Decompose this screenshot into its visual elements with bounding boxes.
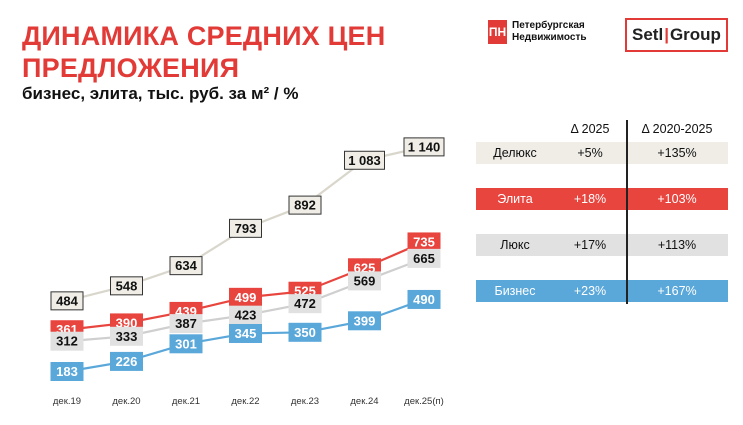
point-box-lux [110, 326, 143, 346]
point-box-deluxe [403, 137, 445, 157]
page-title: ДИНАМИКА СРЕДНИХ ЦЕН ПРЕДЛОЖЕНИЯ [22, 21, 386, 83]
table-cell-b: +113% [657, 238, 697, 252]
point-box-business [288, 322, 322, 342]
data-label-business: 350 [294, 325, 316, 340]
data-label-elite: 735 [413, 234, 435, 249]
table-cell-b: +103% [657, 192, 697, 206]
x-tick-label: дек.22 [231, 396, 259, 407]
pn-logo-line2: Недвижимость [512, 32, 587, 43]
data-label-lux: 472 [294, 296, 316, 311]
table-row-lux: Люкс +17% +113% [476, 234, 728, 256]
data-label-elite: 390 [116, 315, 138, 330]
setl-logo-left: Setl [632, 25, 664, 44]
data-label-deluxe: 892 [294, 198, 316, 213]
data-label-business: 183 [56, 364, 78, 379]
point-box-deluxe [169, 256, 203, 276]
point-box-lux [348, 271, 381, 291]
point-box-lux [407, 248, 441, 268]
data-label-lux: 387 [175, 316, 197, 331]
setl-group-logo: Setl | Group [625, 18, 728, 52]
x-tick-label: дек.23 [291, 396, 319, 407]
data-label-lux: 312 [56, 334, 78, 349]
point-box-deluxe [50, 291, 84, 311]
point-box-business [348, 311, 381, 331]
data-label-deluxe: 548 [116, 278, 138, 293]
setl-logo-separator: | [664, 25, 669, 44]
point-box-deluxe [229, 218, 262, 238]
data-label-deluxe: 793 [235, 221, 257, 236]
data-label-lux: 665 [413, 251, 435, 266]
point-box-business [169, 334, 203, 354]
pn-logo: ПН Петербургская Недвижимость [488, 20, 587, 44]
table-cell-a: +23% [573, 284, 607, 298]
table-cell-a: +17% [573, 238, 607, 252]
point-box-lux [288, 294, 322, 314]
data-label-business: 301 [175, 336, 197, 351]
point-box-business [407, 289, 441, 309]
data-label-elite: 499 [235, 290, 257, 305]
table-cell-a: +5% [577, 146, 603, 160]
x-tick-label: дек.19 [53, 396, 81, 407]
point-box-business [110, 351, 143, 371]
data-label-deluxe: 634 [175, 258, 197, 273]
table-row-elite: Элита +18% +103% [476, 188, 728, 210]
pn-logo-text: Петербургская Недвижимость [512, 20, 587, 44]
pn-logo-mark: ПН [488, 20, 507, 44]
point-box-business [229, 323, 262, 343]
data-label-lux: 423 [235, 308, 257, 323]
data-label-business: 345 [235, 326, 257, 341]
point-box-lux [169, 314, 203, 334]
table-header-delta-2020-2025: Δ 2020-2025 [641, 122, 713, 136]
data-label-lux: 333 [116, 329, 138, 344]
data-label-deluxe: 1 083 [348, 153, 381, 168]
setl-logo-right: Group [669, 25, 721, 44]
page-subtitle: бизнес, элита, тыс. руб. за м² / % [22, 84, 299, 103]
point-box-deluxe [110, 276, 143, 296]
table-cell-name: Делюкс [493, 146, 537, 160]
change-table: Δ 2025 Δ 2020-2025 Делюкс +5% +135% Элита +1… [476, 118, 728, 304]
table-cell-name: Бизнес [494, 284, 536, 298]
point-box-lux [50, 331, 84, 351]
table-cell-name: Элита [497, 192, 533, 206]
table-divider [626, 120, 628, 304]
table-cell-b: +167% [657, 284, 697, 298]
x-tick-label: дек.25(п) [404, 396, 444, 407]
data-label-deluxe: 1 140 [408, 139, 441, 154]
point-box-business [50, 362, 84, 381]
x-tick-label: дек.21 [172, 396, 200, 407]
data-label-business: 226 [116, 354, 138, 369]
data-label-business: 490 [413, 292, 435, 307]
table-cell-name: Люкс [500, 238, 530, 252]
table-cell-b: +135% [657, 146, 697, 160]
point-box-deluxe [344, 150, 385, 170]
point-box-deluxe [288, 195, 322, 215]
x-tick-label: дек.24 [350, 396, 378, 407]
x-tick-label: дек.20 [112, 396, 140, 407]
pn-logo-line1: Петербургская [512, 20, 585, 31]
data-label-deluxe: 484 [56, 293, 78, 308]
table-header-delta-2025: Δ 2025 [570, 122, 610, 136]
table-row-business: Бизнес +23% +167% [476, 280, 728, 302]
table-row-deluxe: Делюкс +5% +135% [476, 142, 728, 164]
data-label-lux: 569 [354, 273, 376, 288]
table-cell-a: +18% [573, 192, 607, 206]
data-label-business: 399 [354, 313, 376, 328]
